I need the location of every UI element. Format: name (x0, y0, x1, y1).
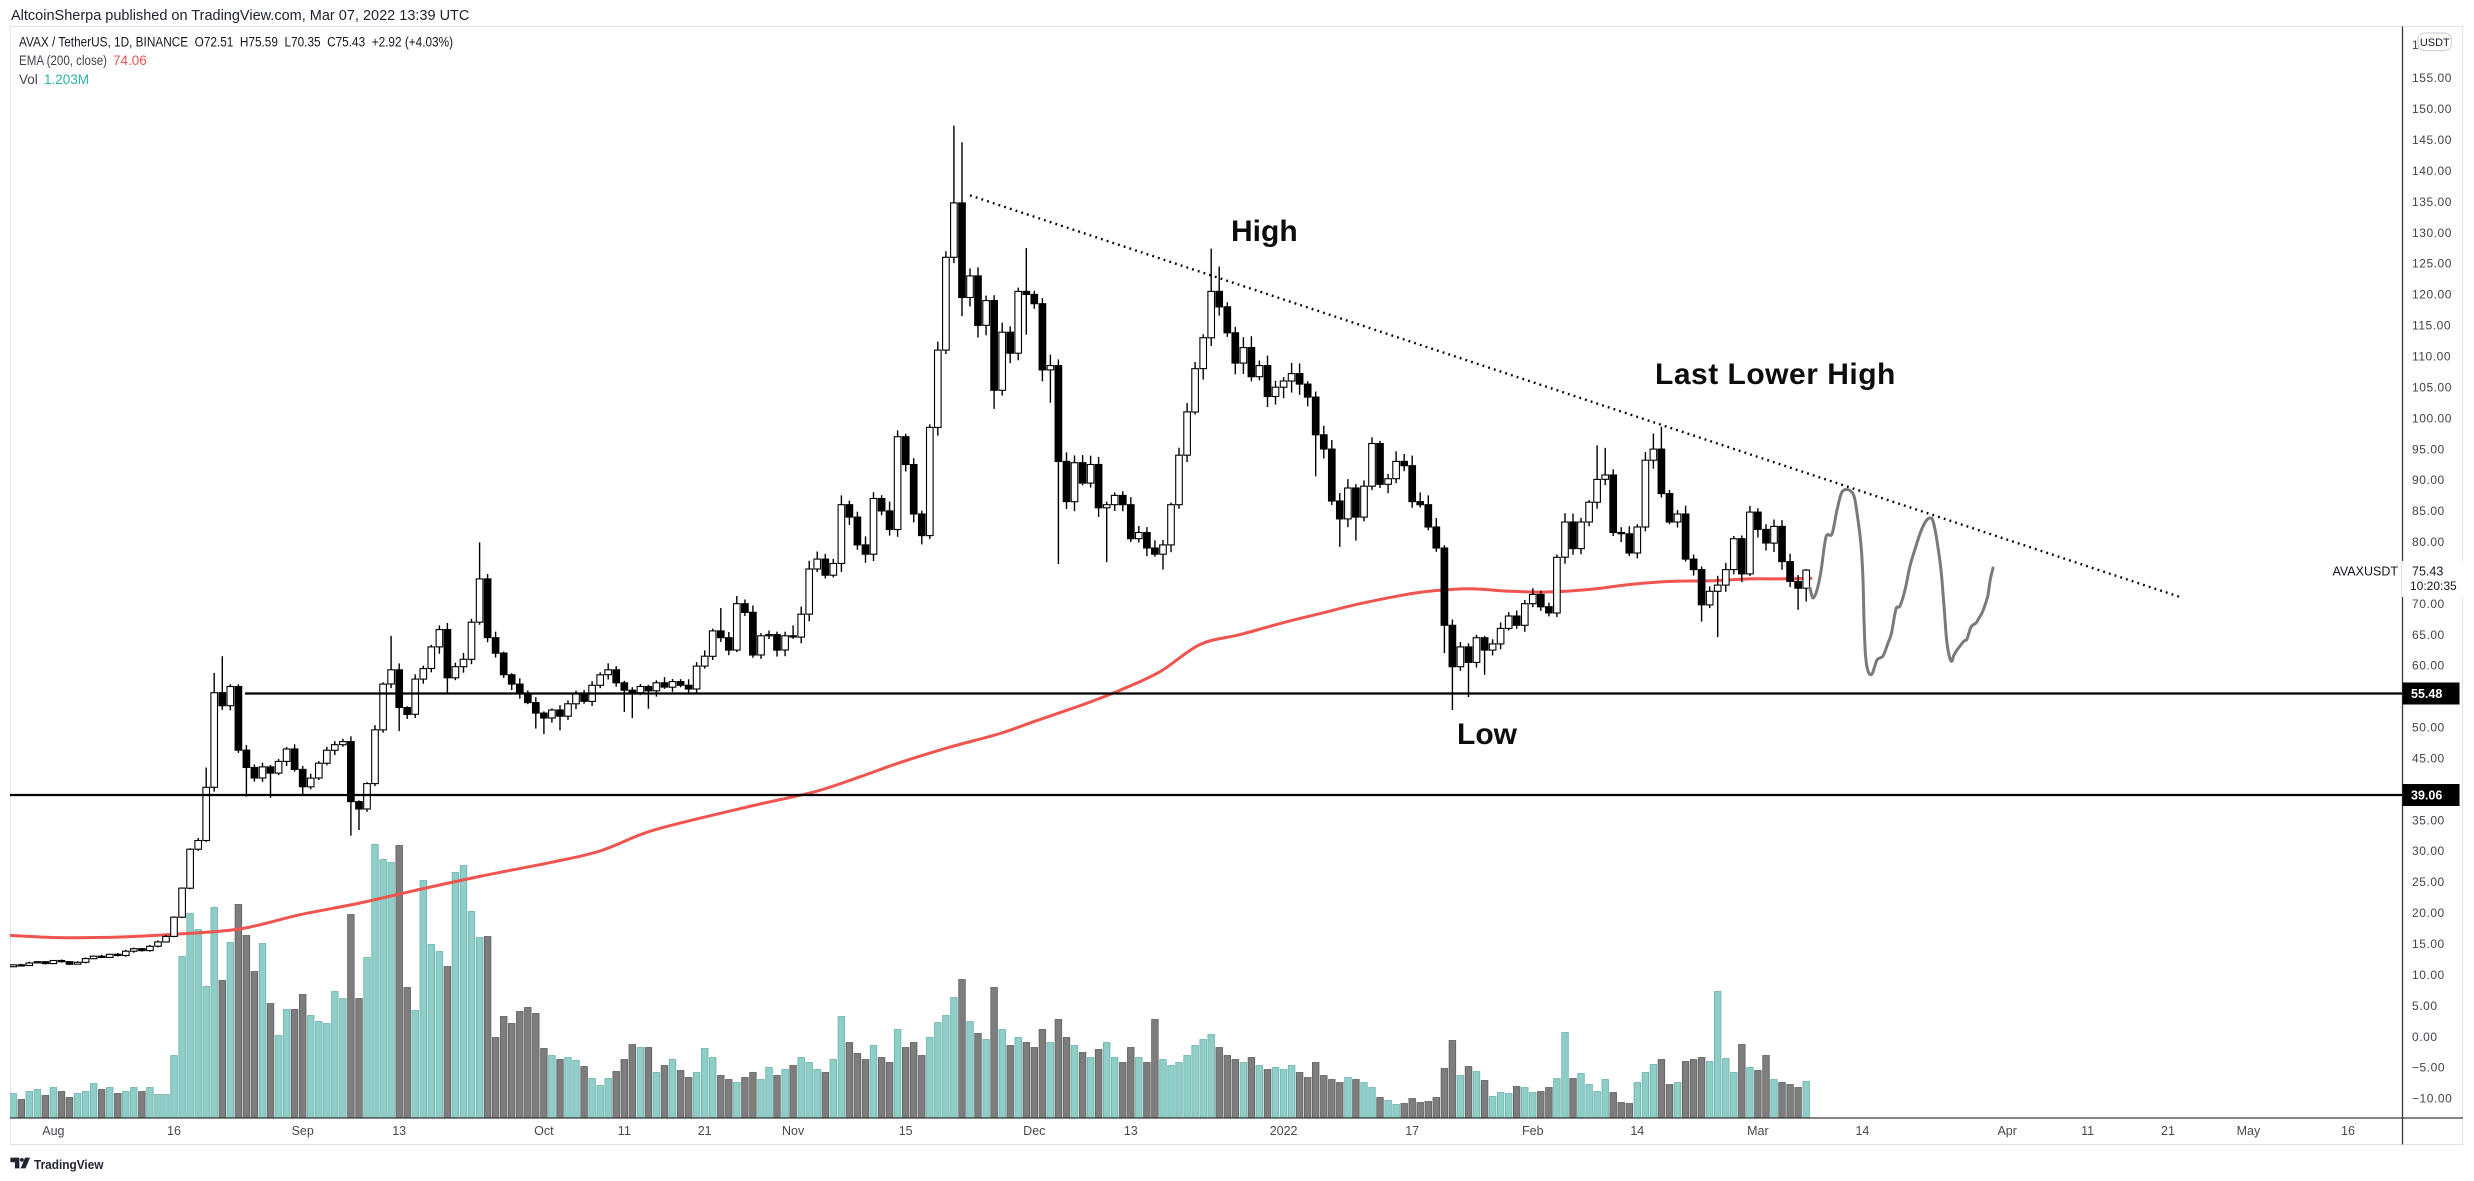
svg-text:Apr: Apr (1997, 1124, 2016, 1138)
svg-text:74.06: 74.06 (113, 53, 147, 68)
svg-text:13: 13 (1124, 1124, 1138, 1138)
svg-text:85.00: 85.00 (2412, 504, 2445, 518)
svg-text:15: 15 (899, 1124, 913, 1138)
svg-text:15.00: 15.00 (2412, 937, 2445, 951)
svg-text:EMA (200, close): EMA (200, close) (19, 53, 107, 68)
svg-text:100.00: 100.00 (2412, 411, 2452, 425)
svg-text:130.00: 130.00 (2412, 226, 2452, 240)
svg-text:−10.00: −10.00 (2412, 1092, 2452, 1106)
svg-text:150.00: 150.00 (2412, 102, 2452, 116)
svg-text:45.00: 45.00 (2412, 752, 2445, 766)
svg-text:Nov: Nov (782, 1124, 805, 1138)
svg-text:High: High (1231, 215, 1298, 248)
svg-text:0.00: 0.00 (2412, 1030, 2438, 1044)
svg-text:AVAXUSDT: AVAXUSDT (2332, 565, 2398, 579)
svg-text:95.00: 95.00 (2412, 442, 2445, 456)
svg-text:21: 21 (2161, 1124, 2175, 1138)
svg-text:TradingView: TradingView (34, 1157, 104, 1172)
svg-text:USDT: USDT (2420, 37, 2450, 49)
svg-text:55.48: 55.48 (2411, 687, 2442, 701)
svg-text:1.203M: 1.203M (44, 72, 89, 87)
svg-text:Vol: Vol (19, 72, 38, 87)
svg-text:135.00: 135.00 (2412, 195, 2452, 209)
svg-text:60.00: 60.00 (2412, 659, 2445, 673)
svg-text:Sep: Sep (292, 1124, 314, 1138)
svg-text:115.00: 115.00 (2412, 319, 2451, 333)
svg-text:80.00: 80.00 (2412, 535, 2445, 549)
svg-text:11: 11 (2081, 1124, 2094, 1138)
svg-text:20.00: 20.00 (2412, 906, 2445, 920)
svg-text:30.00: 30.00 (2412, 844, 2445, 858)
svg-text:70.00: 70.00 (2412, 597, 2445, 611)
svg-text:16: 16 (167, 1124, 181, 1138)
svg-text:Oct: Oct (534, 1124, 554, 1138)
svg-text:AVAX / TetherUS, 1D, BINANCE: AVAX / TetherUS, 1D, BINANCE O72.51 H75.… (19, 35, 453, 50)
svg-text:Last Lower High: Last Lower High (1655, 358, 1896, 391)
svg-text:125.00: 125.00 (2412, 257, 2452, 271)
svg-text:May: May (2237, 1124, 2261, 1138)
svg-text:50.00: 50.00 (2412, 721, 2445, 735)
svg-text:155.00: 155.00 (2412, 71, 2452, 85)
svg-text:14: 14 (1855, 1124, 1869, 1138)
svg-text:75.43: 75.43 (2412, 565, 2443, 579)
svg-text:90.00: 90.00 (2412, 473, 2445, 487)
svg-text:10:20:35: 10:20:35 (2410, 579, 2457, 593)
svg-text:35.00: 35.00 (2412, 813, 2445, 827)
svg-text:Feb: Feb (1522, 1124, 1544, 1138)
svg-text:110.00: 110.00 (2412, 350, 2451, 364)
svg-text:−5.00: −5.00 (2412, 1061, 2445, 1075)
svg-text:21: 21 (698, 1124, 712, 1138)
svg-text:120.00: 120.00 (2412, 288, 2452, 302)
svg-text:13: 13 (392, 1124, 406, 1138)
svg-text:16: 16 (2341, 1124, 2355, 1138)
svg-text:65.00: 65.00 (2412, 628, 2445, 642)
svg-text:Aug: Aug (42, 1124, 64, 1138)
svg-text:14: 14 (1630, 1124, 1644, 1138)
svg-text:11: 11 (618, 1124, 631, 1138)
svg-text:25.00: 25.00 (2412, 875, 2445, 889)
svg-text:17: 17 (1405, 1124, 1419, 1138)
svg-text:39.06: 39.06 (2411, 789, 2442, 803)
svg-text:140.00: 140.00 (2412, 164, 2452, 178)
svg-text:5.00: 5.00 (2412, 999, 2438, 1013)
svg-text:2022: 2022 (1270, 1124, 1298, 1138)
svg-text:10.00: 10.00 (2412, 968, 2445, 982)
svg-text:105.00: 105.00 (2412, 380, 2452, 394)
svg-text:145.00: 145.00 (2412, 133, 2452, 147)
svg-text:Dec: Dec (1023, 1124, 1045, 1138)
svg-text:AltcoinSherpa published on Tra: AltcoinSherpa published on TradingView.c… (11, 8, 469, 24)
svg-text:Mar: Mar (1747, 1124, 1769, 1138)
svg-text:Low: Low (1457, 718, 1518, 751)
